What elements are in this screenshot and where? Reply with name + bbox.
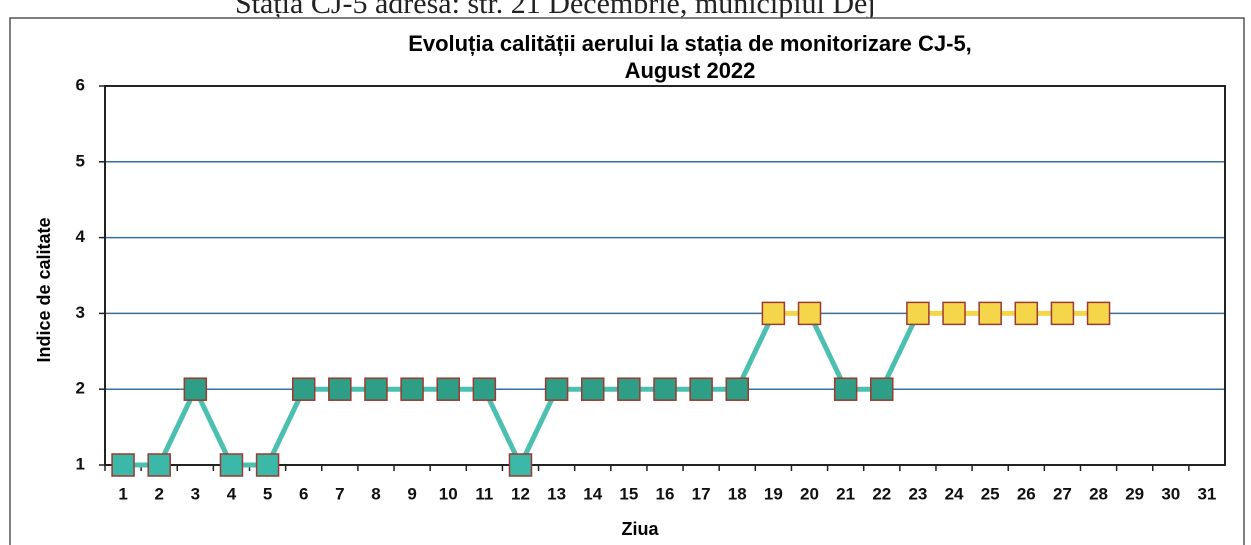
x-tick-label: 29: [1125, 484, 1144, 503]
point-marker: [364, 377, 388, 401]
x-tick-label: 18: [728, 484, 747, 503]
x-tick-label: 3: [191, 484, 200, 503]
line-segment: [735, 312, 776, 391]
x-tick-label: 31: [1197, 484, 1216, 503]
x-tick-label: 25: [981, 484, 1000, 503]
point-marker: [833, 377, 858, 401]
point-marker: [508, 453, 533, 477]
chart-title: August 2022: [625, 58, 756, 83]
x-tick-label: 9: [407, 484, 416, 503]
x-tick-label: 17: [692, 484, 711, 503]
point-marker: [942, 301, 966, 326]
x-tick-label: 1: [118, 484, 127, 503]
line-segment: [156, 388, 198, 467]
point-marker: [400, 377, 424, 401]
point-marker: [906, 301, 930, 326]
x-tick-label: 27: [1053, 484, 1072, 503]
point-marker: [255, 453, 280, 477]
point-marker: [653, 377, 677, 401]
x-tick-label: 30: [1161, 484, 1180, 503]
point-marker: [580, 377, 605, 401]
x-tick-label: 14: [583, 484, 602, 503]
x-tick-label: 12: [511, 484, 530, 503]
x-tick-label: 15: [619, 484, 638, 503]
point-marker: [617, 377, 641, 401]
chart-title: Evoluția calității aerului la stația de …: [408, 31, 972, 56]
x-tick-label: 20: [800, 484, 819, 503]
x-tick-label: 7: [335, 484, 344, 503]
point-marker: [1014, 301, 1039, 326]
point-marker: [978, 301, 1002, 326]
x-tick-label: 4: [227, 484, 237, 503]
x-tick-label: 16: [656, 484, 675, 503]
x-tick-label: 6: [299, 484, 308, 503]
line-segment: [193, 388, 234, 467]
point-marker: [1086, 301, 1111, 326]
x-axis-label: Ziua: [621, 519, 659, 539]
point-marker: [544, 377, 569, 401]
plot-border: [104, 85, 1226, 466]
y-tick-label: 6: [76, 75, 85, 94]
point-marker: [1050, 301, 1075, 326]
y-tick-label: 4: [76, 227, 86, 246]
x-tick-label: 10: [439, 484, 458, 503]
point-marker: [328, 377, 352, 401]
x-tick-label: 26: [1017, 484, 1036, 503]
point-marker: [291, 377, 316, 401]
point-marker: [725, 377, 750, 401]
point-marker: [111, 453, 135, 477]
y-tick-label: 1: [76, 454, 85, 473]
line-segment: [807, 312, 848, 391]
y-tick-label: 2: [76, 379, 85, 398]
x-tick-label: 2: [154, 484, 163, 503]
x-tick-label: 5: [263, 484, 272, 503]
point-marker: [219, 453, 244, 477]
point-marker: [183, 377, 208, 401]
x-tick-label: 11: [475, 484, 493, 503]
line-segment: [518, 388, 559, 467]
point-marker: [436, 377, 460, 401]
page-header: Stația CJ-5 adresa: str. 21 Decembrie, m…: [235, 0, 876, 20]
point-marker: [870, 377, 894, 401]
line-segment: [265, 388, 306, 467]
x-tick-label: 28: [1089, 484, 1108, 503]
x-tick-label: 19: [764, 484, 783, 503]
x-tick-label: 21: [836, 484, 855, 503]
x-tick-label: 22: [872, 484, 891, 503]
line-segment: [482, 388, 523, 467]
point-marker: [472, 377, 497, 401]
x-tick-label: 24: [945, 484, 964, 503]
point-marker: [689, 377, 713, 401]
x-tick-label: 13: [547, 484, 566, 503]
y-tick-label: 5: [76, 151, 85, 170]
point-marker: [797, 301, 822, 326]
point-marker: [147, 453, 171, 477]
line-segment: [879, 312, 921, 391]
point-marker: [761, 301, 786, 326]
x-tick-label: 23: [908, 484, 927, 503]
x-tick-label: 8: [371, 484, 380, 503]
y-tick-label: 3: [76, 303, 85, 322]
plot-area: [105, 86, 1225, 465]
y-axis-label: Indice de calitate: [34, 217, 54, 362]
